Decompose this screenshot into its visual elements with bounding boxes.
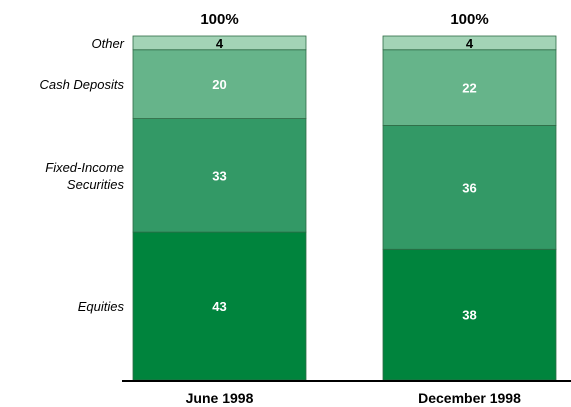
data-label-other-december-1998: 4 (466, 36, 474, 51)
total-label-june-1998: 100% (200, 11, 238, 28)
series-label-other: Other (91, 36, 124, 51)
series-label-fixed-income-securities: Fixed-Income Securities (45, 160, 124, 192)
total-label-december-1998: 100% (450, 11, 488, 28)
data-label-other-june-1998: 4 (216, 36, 224, 51)
data-label-cash-deposits-june-1998: 20 (212, 77, 226, 92)
bar-segment-equities-june-1998 (132, 231, 307, 381)
data-label-cash-deposits-december-1998: 22 (462, 81, 476, 96)
bars-group (132, 35, 557, 381)
series-label-equities: Equities (78, 299, 125, 314)
bar-segment-equities-december-1998 (382, 248, 557, 381)
series-label-cash-deposits: Cash Deposits (39, 77, 124, 92)
bar-segment-other-december-1998 (382, 35, 557, 51)
bar-segment-other-june-1998 (132, 35, 307, 51)
data-label-fixed-income-securities-december-1998: 36 (462, 180, 476, 195)
bar-segment-fixed-income-securities-june-1998 (132, 118, 307, 233)
labels-group: 43 33 20 4 100% June 1998 38 36 22 4 100% December … (39, 11, 521, 406)
bar-segment-fixed-income-securities-december-1998 (382, 125, 557, 250)
bar-segment-cash-deposits-december-1998 (382, 49, 557, 126)
x-tick-label-december-1998: December 1998 (418, 390, 521, 406)
data-label-equities-december-1998: 38 (462, 308, 476, 323)
data-label-fixed-income-securities-june-1998: 33 (212, 168, 226, 183)
data-label-equities-june-1998: 43 (212, 299, 226, 314)
x-tick-label-june-1998: June 1998 (186, 390, 254, 406)
